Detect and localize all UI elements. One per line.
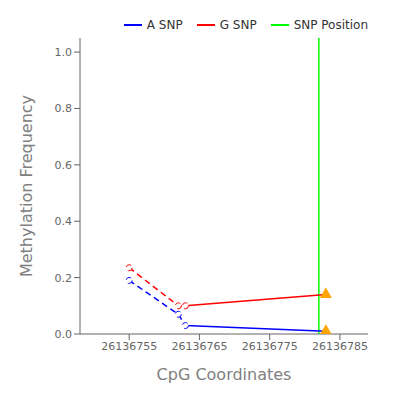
svg-text:26136775: 26136775 bbox=[242, 340, 298, 353]
svg-text:26136765: 26136765 bbox=[171, 340, 227, 353]
svg-text:26136785: 26136785 bbox=[312, 340, 368, 353]
html-text:A SNP: A SNP bbox=[146, 18, 183, 32]
svg-text:0.4: 0.4 bbox=[55, 215, 73, 228]
svg-text:0.8: 0.8 bbox=[55, 102, 73, 115]
html-text:SNP Position: SNP Position bbox=[293, 18, 368, 32]
svg-text:0.0: 0.0 bbox=[55, 328, 73, 341]
svg-text:Methylation Frequency: Methylation Frequency bbox=[17, 95, 36, 277]
svg-text:CpG Coordinates: CpG Coordinates bbox=[157, 365, 292, 384]
svg-text:26136755: 26136755 bbox=[101, 340, 157, 353]
svg-text:0.6: 0.6 bbox=[55, 159, 73, 172]
svg-text:1.0: 1.0 bbox=[55, 46, 73, 59]
svg-text:0.2: 0.2 bbox=[55, 272, 73, 285]
html-text:G SNP: G SNP bbox=[219, 18, 257, 32]
